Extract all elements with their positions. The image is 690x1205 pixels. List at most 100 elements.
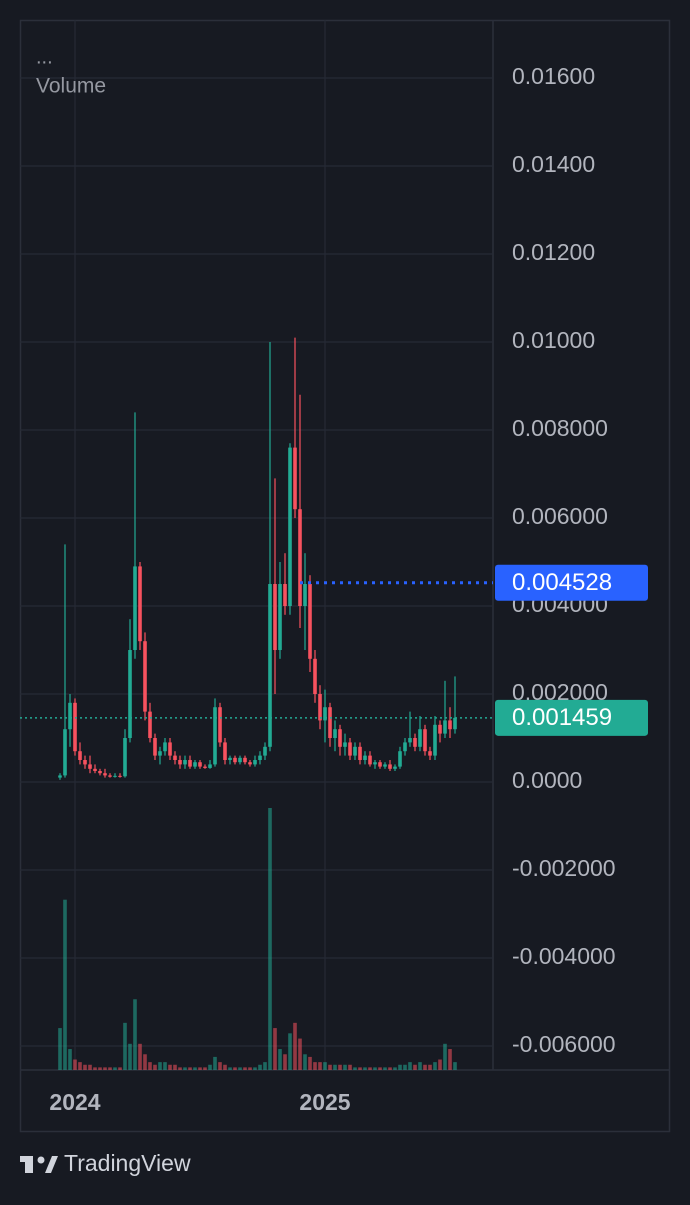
volume-bar xyxy=(353,1067,357,1070)
volume-bar xyxy=(138,1043,142,1070)
y-tick-label: -0.002000 xyxy=(512,855,616,881)
candle-body xyxy=(393,766,397,769)
candle-body xyxy=(408,738,412,743)
candle-body xyxy=(218,707,222,743)
volume-bar xyxy=(428,1064,432,1070)
candle-body xyxy=(373,762,377,765)
candle-body xyxy=(198,762,202,767)
volume-bar xyxy=(453,1062,457,1070)
y-tick-label: 0.01200 xyxy=(512,239,595,265)
logo-part xyxy=(25,1156,33,1173)
candle-body xyxy=(293,447,297,510)
volume-bar xyxy=(103,1067,107,1070)
candle-body xyxy=(203,766,207,768)
volume-bar xyxy=(168,1064,172,1070)
volume-bar xyxy=(273,1028,277,1070)
volume-bar xyxy=(238,1067,242,1070)
logo-part xyxy=(45,1156,58,1173)
candle-body xyxy=(283,584,287,607)
candle-body xyxy=(398,751,402,767)
y-tick-label: -0.006000 xyxy=(512,1031,616,1057)
volume-bar xyxy=(128,1043,132,1070)
volume-bar xyxy=(333,1064,337,1070)
volume-bar xyxy=(73,1059,77,1070)
candle-body xyxy=(238,757,242,763)
candle-body xyxy=(83,760,87,765)
candle-body xyxy=(338,729,342,747)
volume-bar xyxy=(278,1049,282,1070)
candle-body xyxy=(348,742,352,756)
volume-bar xyxy=(118,1067,122,1070)
candle-body xyxy=(138,566,142,642)
axes: 0.01600 0.01400 0.01200 0.01000 0.008000 0.00… xyxy=(20,63,648,1115)
brand-name: TradingView xyxy=(64,1150,191,1176)
candle-body xyxy=(173,755,177,761)
volume-bar xyxy=(288,1033,292,1070)
candle-body xyxy=(438,724,442,734)
candle-body xyxy=(403,742,407,752)
x-tick-label: 2024 xyxy=(49,1089,100,1115)
volume-bar xyxy=(443,1043,447,1070)
volume-bar xyxy=(393,1067,397,1070)
candle-body xyxy=(253,760,257,765)
volume-bar xyxy=(233,1067,237,1070)
volume-bar xyxy=(58,1028,62,1070)
candle-body xyxy=(453,717,457,730)
volume-bar xyxy=(143,1054,147,1070)
volume-bar xyxy=(173,1064,177,1070)
candle-body xyxy=(418,729,422,747)
volume-bar xyxy=(398,1064,402,1070)
candle-body xyxy=(93,768,97,772)
price-label: 0.001459 xyxy=(512,704,612,731)
candle-body xyxy=(353,746,357,756)
volume-bar xyxy=(208,1064,212,1070)
candle-body xyxy=(148,711,152,739)
y-tick-label: -0.004000 xyxy=(512,943,616,969)
y-tick-label: 0.0000 xyxy=(512,767,582,793)
volume-bar xyxy=(203,1067,207,1070)
candle-body xyxy=(188,760,192,767)
volume-bar xyxy=(298,1038,302,1070)
candle-body xyxy=(388,764,392,769)
volume-bar xyxy=(63,899,67,1070)
volume-bar xyxy=(253,1067,257,1070)
candle-body xyxy=(213,707,217,765)
volume-bar xyxy=(328,1064,332,1070)
volume-bar xyxy=(348,1064,352,1070)
candle-body xyxy=(323,707,327,721)
volume-bar xyxy=(228,1067,232,1070)
candle-body xyxy=(248,762,252,765)
candle-body xyxy=(128,650,132,739)
candle-body xyxy=(278,584,282,651)
menu-dots[interactable]: ... xyxy=(36,46,53,68)
volume-bar xyxy=(248,1067,252,1070)
volume-bar xyxy=(293,1022,297,1070)
candle-body xyxy=(223,742,227,761)
volume-bar xyxy=(378,1067,382,1070)
volume-bar xyxy=(338,1064,342,1070)
candle-body xyxy=(183,760,187,765)
candle-body xyxy=(328,707,332,739)
logo-part xyxy=(37,1156,45,1164)
volume-bar xyxy=(268,808,272,1070)
candle-body xyxy=(343,742,347,747)
volume-bar xyxy=(383,1067,387,1070)
volume-bar xyxy=(198,1067,202,1070)
volume-bar xyxy=(213,1056,217,1070)
candle-body xyxy=(63,729,67,776)
candle-body xyxy=(318,694,322,721)
volume-bar xyxy=(418,1062,422,1070)
volume-bar xyxy=(68,1049,72,1070)
candle-body xyxy=(133,566,137,651)
volume-bar xyxy=(313,1062,317,1070)
candle-body xyxy=(263,746,267,756)
candle-body xyxy=(288,447,292,607)
volume-bar xyxy=(158,1062,162,1070)
candle-body xyxy=(423,729,427,752)
volume-bar xyxy=(178,1067,182,1070)
candle-body xyxy=(58,775,62,778)
y-tick-label: 0.01000 xyxy=(512,327,595,353)
volume-bar xyxy=(433,1062,437,1070)
candle-body xyxy=(363,755,367,761)
candle-body xyxy=(273,584,277,651)
